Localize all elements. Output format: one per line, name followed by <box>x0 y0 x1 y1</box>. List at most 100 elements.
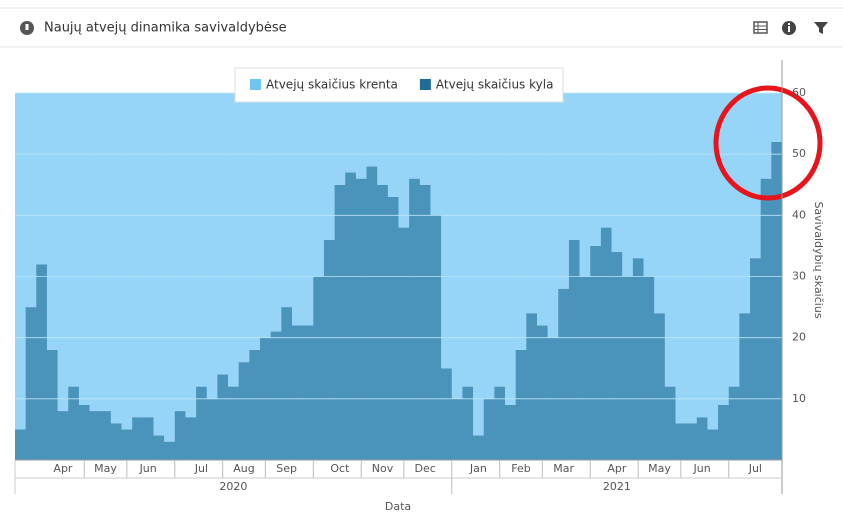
bar-segment <box>739 93 751 314</box>
bar-segment <box>142 93 154 418</box>
bar-segment <box>174 411 186 460</box>
x-tick-label: Apr <box>607 462 627 475</box>
bar-segment <box>483 93 495 399</box>
bar-segment <box>36 264 48 460</box>
bar-segment <box>100 411 112 460</box>
bar-segment <box>739 313 751 460</box>
bar-segment <box>675 93 687 424</box>
bar-segment <box>398 227 410 460</box>
bar-segment <box>600 227 612 460</box>
bar-segment <box>451 398 463 460</box>
bar-segment <box>590 245 602 460</box>
year-label: 2020 <box>219 480 247 493</box>
bar-segment <box>632 258 644 460</box>
bar-segment <box>36 93 48 265</box>
x-tick-label: Oct <box>330 462 350 475</box>
bar-segment <box>632 93 644 259</box>
bar-segment <box>100 93 112 412</box>
bar-segment <box>579 276 591 460</box>
bar-segment <box>132 417 144 460</box>
filter-icon[interactable] <box>814 22 828 34</box>
bar-segment <box>110 423 122 460</box>
bar-segment <box>228 386 240 460</box>
y-tick-label: 60 <box>792 86 806 99</box>
bar-segment <box>68 93 80 387</box>
bar-segment <box>707 429 719 460</box>
bar-segment <box>654 93 666 314</box>
bar-segment <box>536 93 548 326</box>
bar-segment <box>728 93 740 387</box>
y-tick-label: 50 <box>792 147 806 160</box>
x-tick-label: May <box>94 462 117 475</box>
bar-segment <box>249 349 261 460</box>
table-icon[interactable] <box>753 21 768 34</box>
bar-segment <box>750 93 761 259</box>
bar-segment <box>494 93 506 387</box>
bar-segment <box>686 423 698 460</box>
bar-segment <box>142 417 154 460</box>
bar-segment <box>760 178 772 460</box>
bar-segment <box>313 93 325 277</box>
legend-label: Atvejų skaičius krenta <box>266 78 398 92</box>
bar-segment <box>196 386 208 460</box>
bar-segment <box>558 93 570 289</box>
bar-segment <box>568 93 580 240</box>
y-axis-title: Savivaldybių skaičius <box>812 201 825 318</box>
bar-segment <box>441 368 453 460</box>
bar-segment <box>515 93 527 350</box>
bar-segment <box>291 325 303 460</box>
bar-segment <box>579 93 591 277</box>
bar-segment <box>110 93 122 424</box>
bar-segment <box>355 178 367 460</box>
bar-segment <box>419 93 431 185</box>
bar-segment <box>387 93 399 197</box>
bar-segment <box>174 93 186 412</box>
bar-segment <box>462 93 474 387</box>
bar-segment <box>760 93 772 179</box>
bar-segment <box>451 93 463 399</box>
bar-segment <box>121 93 133 430</box>
bar-segment <box>281 93 293 308</box>
legend-swatch <box>250 79 261 90</box>
bar-segment <box>494 386 506 460</box>
bar-segment <box>46 349 58 460</box>
bar-segment <box>196 93 208 387</box>
bar-segment <box>217 374 229 460</box>
bar-segment <box>57 411 69 460</box>
bar-segment <box>771 141 783 460</box>
bar-segment <box>750 258 761 460</box>
bar-segment <box>15 429 26 460</box>
y-tick-label: 10 <box>792 392 806 405</box>
bar-segment <box>675 423 687 460</box>
bar-segment <box>664 386 676 460</box>
bar-segment <box>483 398 495 460</box>
bar-segment <box>409 93 421 179</box>
bar-segment <box>462 386 474 460</box>
bar-segment <box>377 93 389 185</box>
bar-segment <box>302 93 314 326</box>
bar-segment <box>707 93 719 430</box>
bar-segment <box>323 239 335 460</box>
bar-segment <box>664 93 676 387</box>
x-tick-label: Jan <box>469 462 487 475</box>
bar-segment <box>398 93 410 228</box>
bar-segment <box>718 93 730 405</box>
bar-segment <box>206 93 218 399</box>
bar-segment <box>281 307 293 460</box>
bar-segment <box>686 93 698 424</box>
bar-segment <box>366 166 378 460</box>
bar-segment <box>153 93 165 436</box>
bar-segment <box>696 93 708 418</box>
x-tick-label: Jul <box>748 462 762 475</box>
bar-segment <box>313 276 325 460</box>
x-tick-label: Jul <box>194 462 208 475</box>
bar-segment <box>515 349 527 460</box>
info-icon[interactable] <box>782 21 796 35</box>
bar-segment <box>622 276 634 460</box>
highlight-circle <box>713 85 823 201</box>
bar-segment <box>249 93 261 350</box>
x-tick-label: Dec <box>414 462 435 475</box>
bar-segment <box>409 178 421 460</box>
bar-segment <box>121 429 133 460</box>
x-tick-label: Nov <box>372 462 394 475</box>
